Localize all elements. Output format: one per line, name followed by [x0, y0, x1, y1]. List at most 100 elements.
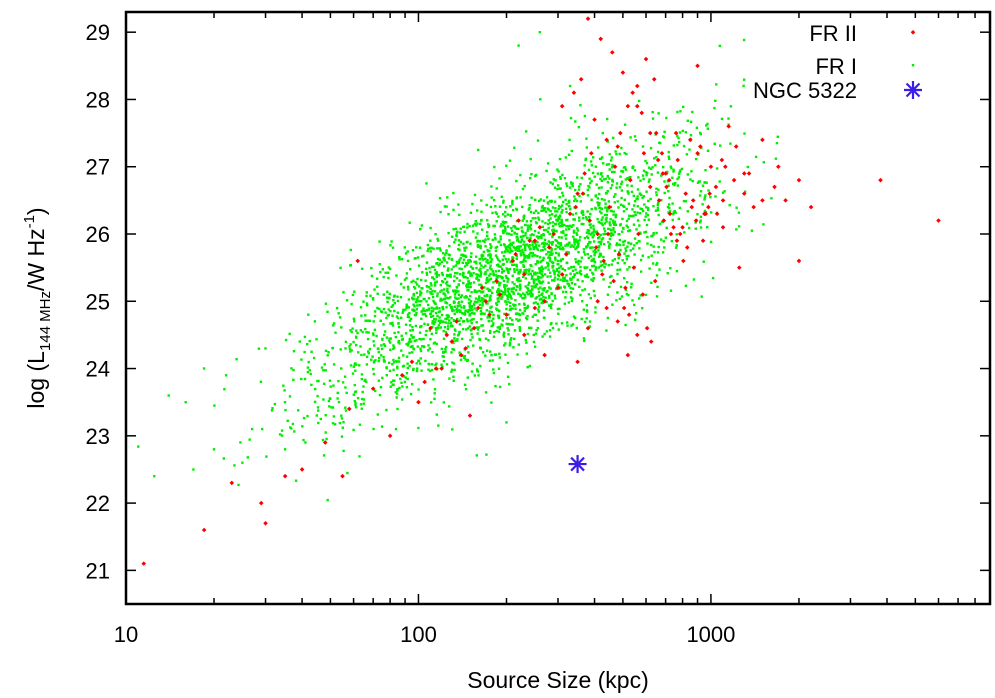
fr-i-point [623, 151, 626, 155]
fr-i-point [464, 295, 468, 298]
fr-i-point [501, 295, 504, 299]
fr-i-point [371, 332, 375, 335]
fr-i-point [710, 211, 713, 214]
fr-i-point [576, 245, 580, 248]
fr-i-point [517, 277, 521, 280]
fr-i-point [471, 266, 474, 270]
fr-i-point [354, 406, 358, 409]
fr-i-point [523, 184, 526, 188]
fr-i-point [684, 284, 688, 287]
fr-i-point [618, 152, 621, 156]
fr-i-point [476, 332, 479, 335]
fr-i-point [594, 306, 597, 309]
fr-i-point [540, 293, 543, 296]
fr-i-point [431, 325, 434, 329]
fr-i-point [650, 243, 653, 247]
fr-i-point [388, 341, 392, 344]
fr-i-point [649, 146, 653, 150]
fr-i-point [552, 228, 555, 231]
fr-i-point [458, 258, 461, 261]
fr-i-point [589, 212, 592, 216]
fr-i-point [431, 314, 435, 318]
fr-i-point [604, 202, 607, 205]
fr-i-point [718, 180, 721, 183]
fr-i-point [625, 258, 629, 261]
fr-i-point [462, 281, 465, 285]
fr-i-point [528, 225, 531, 228]
fr-i-point [602, 255, 605, 259]
fr-i-point [599, 260, 603, 263]
fr-i-point [667, 211, 670, 214]
fr-i-point [606, 181, 610, 184]
fr-i-point [509, 308, 512, 311]
fr-i-point [442, 292, 445, 295]
fr-i-point [489, 306, 492, 309]
fr-i-point [597, 240, 600, 244]
fr-i-point [324, 349, 328, 353]
fr-i-point [564, 156, 567, 159]
fr-i-point [546, 289, 549, 293]
fr-i-point [342, 421, 345, 424]
fr-i-point [506, 269, 510, 273]
fr-i-point [429, 270, 432, 274]
fr-i-point [455, 291, 458, 294]
fr-i-point [523, 293, 527, 297]
fr-i-point [515, 179, 518, 183]
fr-i-point [454, 339, 457, 342]
fr-i-point [447, 274, 451, 278]
fr-i-point [553, 276, 557, 279]
fr-i-point [510, 243, 514, 246]
fr-ii-point [542, 352, 547, 358]
fr-ii-point [422, 379, 427, 385]
fr-i-point [689, 178, 692, 181]
fr-i-point [571, 182, 574, 185]
fr-i-point [536, 240, 539, 244]
fr-i-point [495, 245, 499, 249]
fr-i-point [379, 386, 383, 389]
fr-i-point [498, 283, 501, 286]
fr-i-point [687, 226, 691, 230]
fr-i-point [502, 279, 506, 283]
fr-i-point [507, 268, 510, 271]
fr-i-point [574, 120, 577, 123]
fr-i-point [550, 292, 553, 296]
fr-i-point [403, 278, 407, 281]
fr-i-point [585, 309, 589, 312]
fr-i-point [518, 329, 522, 332]
fr-i-point [537, 310, 540, 313]
fr-i-point [555, 322, 558, 325]
fr-i-point [397, 325, 401, 329]
fr-i-point [511, 257, 514, 260]
fr-i-point [483, 240, 486, 244]
fr-i-point [514, 248, 517, 252]
fr-i-point [504, 257, 507, 261]
fr-ii-point [626, 312, 632, 318]
fr-i-point [507, 322, 510, 326]
fr-i-point [509, 242, 512, 245]
fr-i-point [608, 237, 612, 241]
fr-i-point [546, 202, 550, 205]
fr-i-point [439, 283, 442, 287]
fr-i-point [527, 273, 530, 276]
fr-i-point [569, 208, 572, 211]
fr-i-point [586, 228, 589, 232]
fr-i-point [549, 304, 552, 308]
fr-i-point [656, 251, 660, 254]
fr-i-point [475, 309, 478, 312]
fr-i-point [408, 351, 411, 355]
fr-ii-point [605, 231, 611, 237]
fr-i-point [323, 382, 326, 385]
fr-i-point [506, 250, 509, 253]
fr-i-point [698, 180, 702, 183]
fr-i-point [600, 186, 603, 189]
fr-i-point [324, 302, 328, 305]
fr-ii-point [258, 500, 264, 506]
fr-i-point [337, 312, 340, 315]
fr-i-point [406, 377, 409, 381]
fr-i-point [621, 230, 624, 233]
fr-i-point [330, 406, 333, 409]
fr-i-point [558, 270, 561, 273]
fr-i-point [290, 367, 293, 370]
fr-i-point [487, 254, 490, 257]
fr-i-point [510, 297, 513, 300]
